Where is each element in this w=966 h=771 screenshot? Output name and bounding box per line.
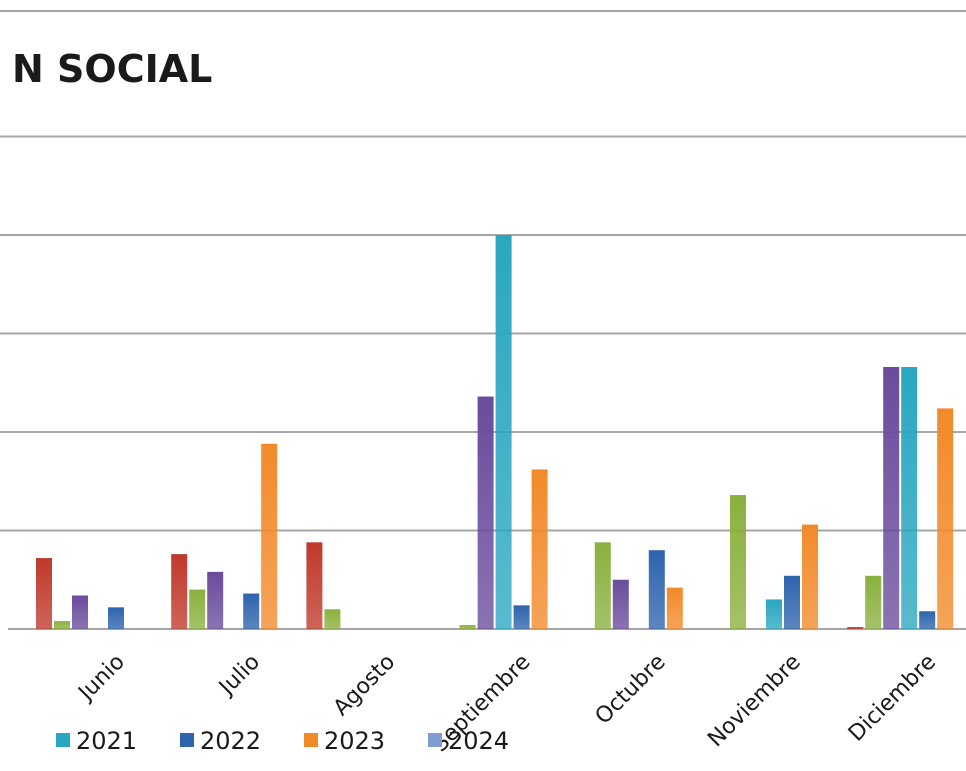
bar-diciembre-s4	[919, 611, 936, 629]
bar-diciembre-s3	[901, 366, 918, 629]
bar-agosto-s0	[306, 542, 323, 629]
x-tick-label: Noviembre	[703, 650, 806, 753]
bar-junio-s4	[108, 607, 124, 629]
bar-septiembre-s3	[495, 235, 512, 629]
bar-diciembre-s5	[937, 408, 954, 629]
bar-diciembre-s1	[865, 575, 882, 629]
bar-septiembre-s1	[459, 625, 476, 629]
x-tick-label: Junio	[73, 650, 130, 707]
x-tick-label: Julio	[213, 650, 265, 702]
bar-septiembre-s2	[477, 396, 494, 629]
bar-octubre-s5	[666, 587, 683, 629]
bar-julio-s0	[171, 554, 188, 629]
bar-noviembre-s5	[802, 524, 818, 629]
chart-title: N SOCIAL	[12, 47, 212, 91]
x-tick-label: Diciembre	[844, 650, 941, 747]
legend-label: 2022	[200, 727, 261, 755]
bar-octubre-s1	[594, 542, 611, 629]
legend-swatch	[56, 733, 70, 747]
bar-agosto-s1	[324, 609, 341, 629]
legend-label: 2024	[448, 727, 509, 755]
bar-junio-s1	[54, 621, 70, 629]
legend-swatch	[428, 733, 442, 747]
bar-septiembre-s4	[513, 605, 530, 629]
bar-noviembre-s3	[766, 599, 782, 629]
legend: 2021 2022 2023 2024	[56, 727, 509, 755]
bar-julio-s2	[207, 571, 224, 629]
bar-octubre-s4	[648, 550, 665, 629]
x-tick-label: Octubre	[591, 650, 671, 730]
legend-label: 2023	[324, 727, 385, 755]
x-tick-label: Agosto	[329, 650, 400, 721]
legend-label: 2021	[76, 727, 137, 755]
legend-swatch	[304, 733, 318, 747]
bar-septiembre-s5	[531, 469, 548, 629]
bar-julio-s4	[243, 593, 260, 629]
bars	[36, 235, 954, 629]
bar-julio-s1	[189, 589, 206, 629]
bar-junio-s0	[36, 558, 52, 629]
bar-noviembre-s4	[784, 575, 800, 629]
legend-swatch	[180, 733, 194, 747]
bar-diciembre-s2	[883, 366, 900, 629]
bar-noviembre-s1	[730, 495, 746, 629]
bar-diciembre-s0	[847, 627, 864, 629]
bar-octubre-s2	[612, 579, 629, 629]
bar-julio-s5	[261, 443, 278, 629]
bar-junio-s2	[72, 595, 88, 629]
